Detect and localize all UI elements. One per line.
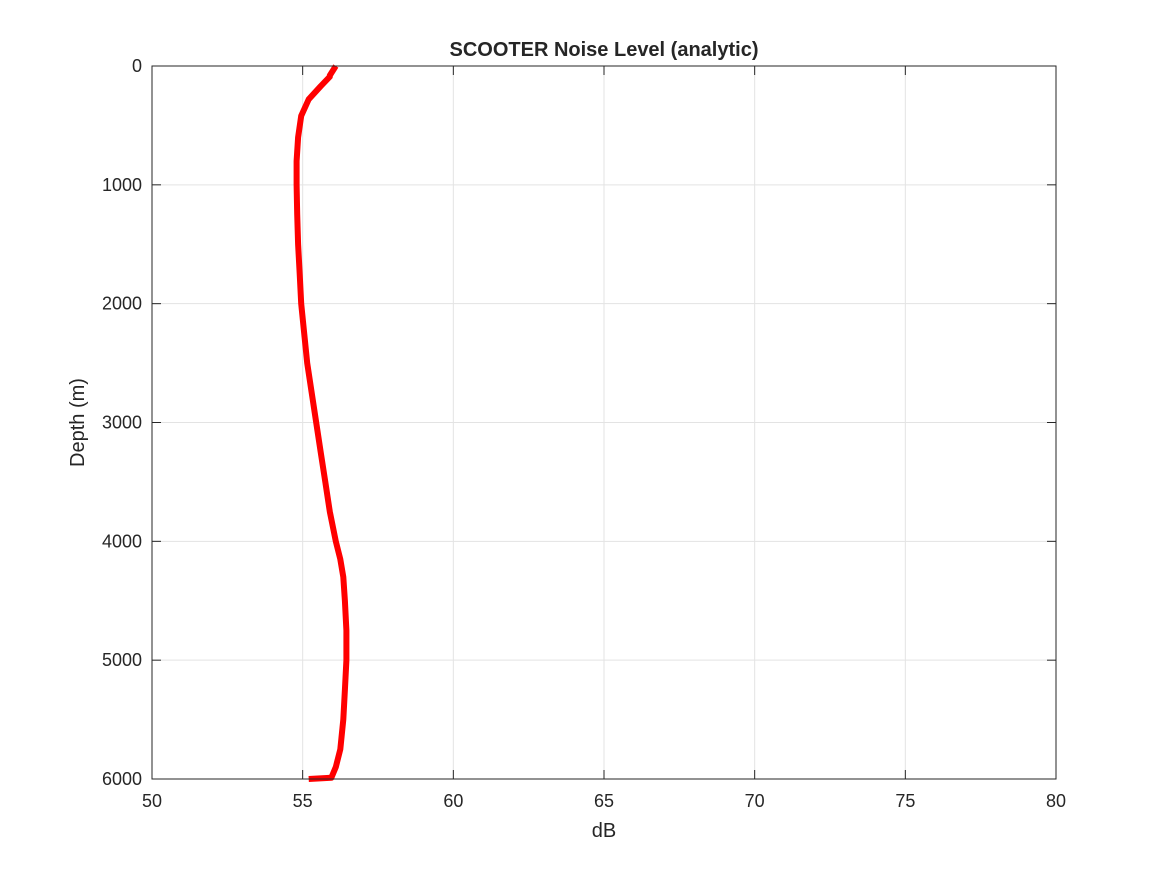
x-tick-label: 65 [594,791,614,811]
chart-title: SCOOTER Noise Level (analytic) [450,39,759,61]
y-tick-label: 6000 [102,769,142,789]
x-tick-label: 80 [1046,791,1066,811]
series-line-0 [293,64,350,782]
y-tick-label: 2000 [102,294,142,314]
x-tick-label: 55 [293,791,313,811]
y-tick-label: 4000 [102,531,142,551]
x-tick-label: 75 [895,791,915,811]
x-tick-labels: 50 55 60 65 70 75 80 [142,791,1066,811]
x-tick-label: 60 [443,791,463,811]
series-layer [293,64,350,782]
x-tick-label: 70 [745,791,765,811]
y-tick-label: 1000 [102,175,142,195]
y-tick-labels: 0 1000 2000 3000 4000 5000 6000 [102,56,142,789]
axes-box [151,65,1057,780]
x-tick-label: 50 [142,791,162,811]
y-tick-label: 3000 [102,413,142,433]
y-tick-label: 5000 [102,650,142,670]
x-axis-label: dB [592,820,616,842]
y-axis-label: Depth (m) [67,378,89,467]
y-tick-label: 0 [132,56,142,76]
